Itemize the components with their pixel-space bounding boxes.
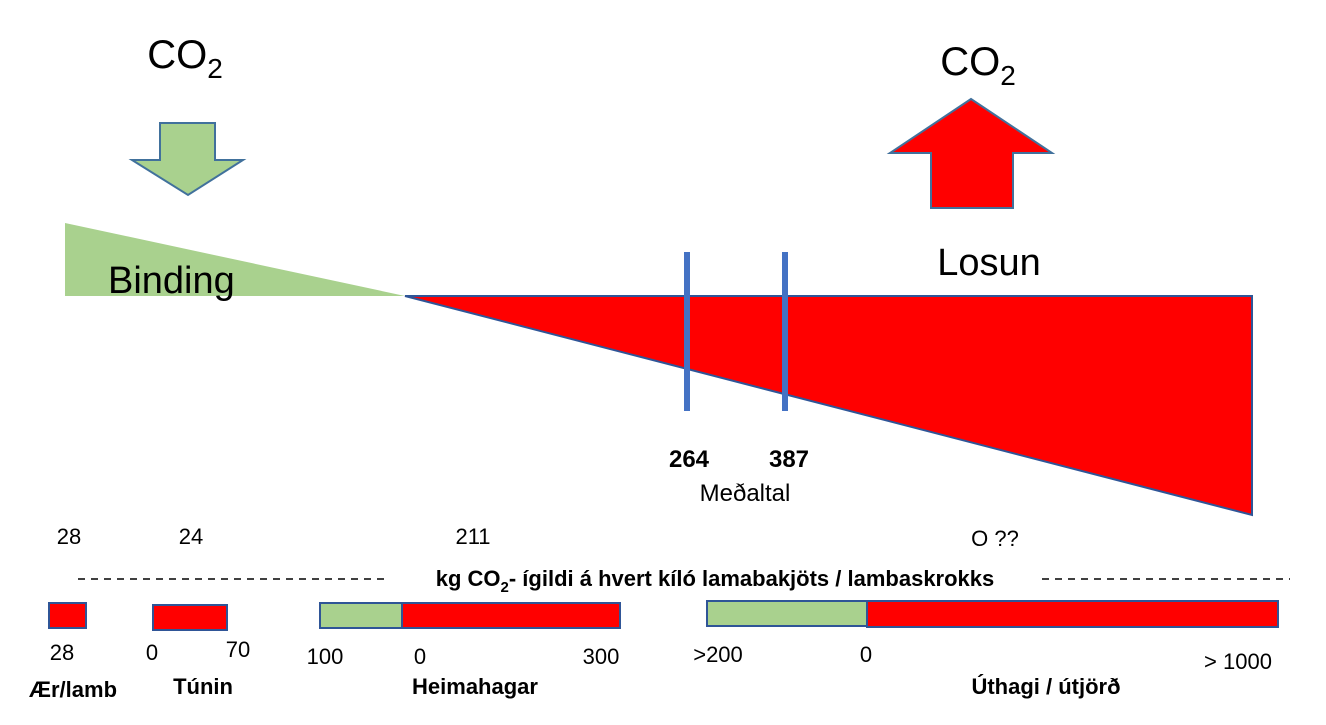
range-bar xyxy=(401,602,621,629)
range-label: 300 xyxy=(583,644,620,669)
top-value: O ?? xyxy=(971,526,1019,551)
subscript: 2 xyxy=(1000,60,1016,91)
category-name: Ær/lamb xyxy=(29,677,117,702)
down-arrow xyxy=(128,122,247,197)
top-value: 211 xyxy=(455,524,490,549)
range-label: 0 xyxy=(860,642,872,667)
subscript: 2 xyxy=(501,579,509,596)
release-gas: CO2 xyxy=(940,40,1016,91)
category-name: Úthagi / útjörð xyxy=(971,674,1120,699)
gas: CO xyxy=(147,33,207,77)
gas: CO xyxy=(940,40,1000,84)
range-label: 28 xyxy=(50,640,74,665)
uptake-gas: CO2 xyxy=(147,33,223,84)
range-label: >200 xyxy=(693,642,743,667)
emission-wedge xyxy=(404,295,1253,517)
caption-part: kg CO xyxy=(436,566,501,591)
range-label: 70 xyxy=(226,637,250,662)
average-value: 387 xyxy=(769,446,809,473)
subscript: 2 xyxy=(207,53,223,84)
range-label: 100 xyxy=(307,644,344,669)
range-bar xyxy=(48,602,87,629)
up-arrow xyxy=(886,97,1056,209)
range-bar xyxy=(706,600,868,627)
category-name: Túnin xyxy=(173,674,233,699)
range-bar xyxy=(319,602,403,629)
emission-label: Losun xyxy=(937,242,1041,284)
range-label: 0 xyxy=(414,644,426,669)
range-bar xyxy=(866,600,1279,628)
average-value: 264 xyxy=(669,446,710,473)
binding-label: Binding xyxy=(108,260,235,302)
average-label: Meðaltal xyxy=(700,480,791,507)
binding-wedge xyxy=(65,223,405,296)
top-value: 24 xyxy=(179,524,203,549)
range-label: > 1000 xyxy=(1204,649,1272,674)
top-value: 28 xyxy=(57,524,81,549)
category-name: Heimahagar xyxy=(412,674,538,699)
axis-caption: kg CO2- ígildi á hvert kíló lamabakjöts … xyxy=(436,566,995,596)
range-bar xyxy=(152,604,228,631)
caption-part: - ígildi á hvert kíló lamabakjöts / lamb… xyxy=(509,566,994,591)
range-label: 0 xyxy=(146,640,158,665)
